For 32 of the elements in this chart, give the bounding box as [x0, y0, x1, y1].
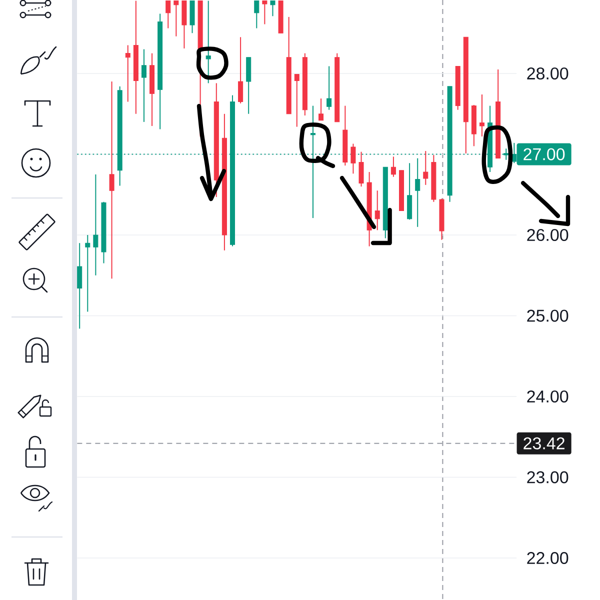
candlestick: [374, 190, 380, 231]
y-tick-label: 28.00: [527, 67, 568, 80]
candlestick: [238, 36, 244, 104]
candlestick: [407, 162, 412, 220]
candlestick: [270, 0, 276, 17]
candlestick: [85, 234, 90, 312]
candlestick: [166, 0, 171, 29]
candlestick: [390, 156, 396, 178]
y-tick-label: 24.00: [527, 390, 568, 403]
candlestick: [423, 150, 428, 186]
candlestick: [254, 0, 260, 29]
candlestick: [294, 74, 300, 128]
candlestick: [125, 44, 130, 102]
candlestick: [141, 48, 146, 122]
candlestick: [109, 81, 114, 280]
y-tick-label: 26.00: [527, 228, 568, 242]
candlestick: [326, 66, 332, 110]
ref-line-label: 27.00: [524, 148, 565, 160]
y-tick-label: 23.00: [527, 471, 568, 484]
candlestick: [206, 0, 211, 84]
candlestick: [174, 0, 179, 37]
candlestick: [262, 0, 268, 25]
candlestick: [358, 151, 364, 188]
ref-line-label: 23.42: [524, 437, 564, 450]
candlestick: [350, 143, 356, 174]
candlestick: [318, 98, 324, 121]
y-tick-label: 22.00: [527, 552, 568, 564]
candlestick: [479, 94, 484, 137]
candlestick: [93, 174, 98, 276]
candlestick: [415, 158, 420, 228]
candlestick: [77, 242, 82, 330]
y-tick-label: 25.00: [527, 310, 568, 322]
